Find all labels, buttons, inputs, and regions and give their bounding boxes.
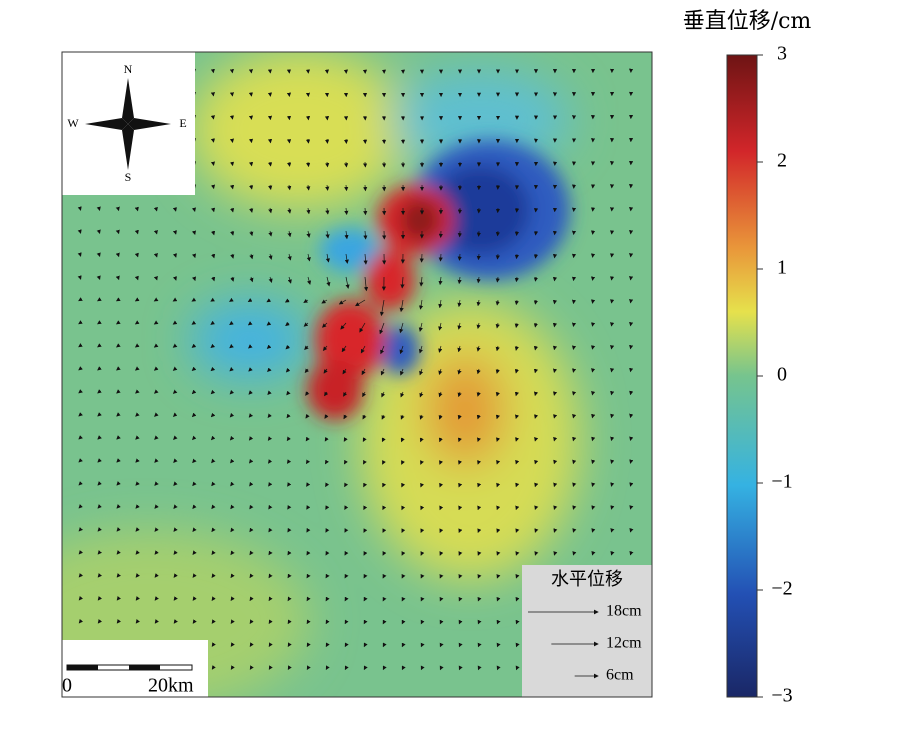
colorbar-tick-label: −1 (771, 471, 792, 493)
scale-start: 0 (62, 675, 72, 697)
scale-end: 20km (148, 675, 194, 697)
arrow (630, 323, 631, 326)
colorbar-tick-label: 1 (777, 257, 787, 279)
colorbar: 垂直位移/cm 3 2 1 0 −1 −2 −3 (683, 9, 812, 707)
compass-n: N (124, 62, 133, 76)
colorbar-tick-label: 0 (777, 364, 787, 386)
legend-label: 6cm (606, 667, 634, 684)
compass-e: E (179, 116, 186, 130)
legend-label: 18cm (606, 603, 642, 620)
displacement-map (0, 50, 652, 710)
colorbar-tick-label: 3 (777, 43, 787, 65)
colorbar-tick-label: 2 (777, 150, 787, 172)
colorbar-tick-label: −3 (771, 685, 792, 707)
compass-s: S (125, 170, 132, 184)
compass-w: W (67, 116, 79, 130)
colorbar-tick-label: −2 (771, 578, 792, 600)
colorbar-title: 垂直位移/cm (683, 9, 812, 34)
legend-title: 水平位移 (551, 569, 623, 590)
arrow (611, 300, 612, 303)
legend-label: 12cm (606, 635, 642, 652)
